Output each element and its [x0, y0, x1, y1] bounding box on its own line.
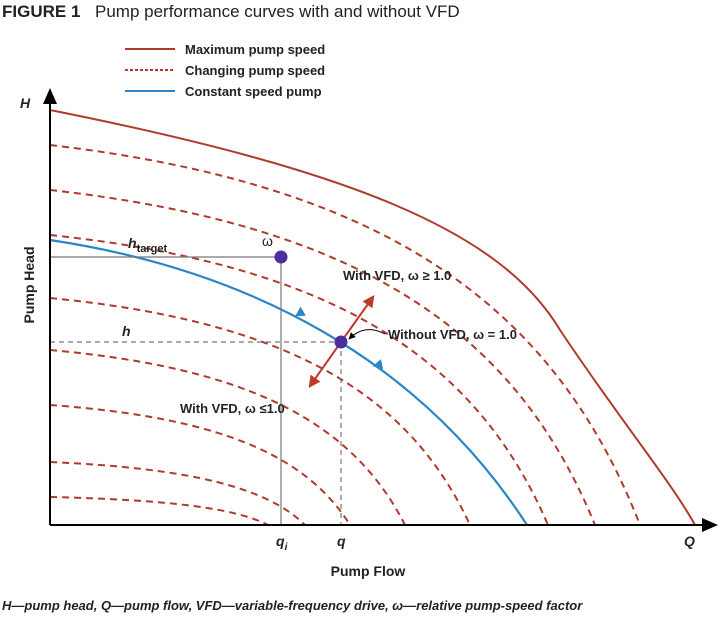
axis-arrow: [702, 518, 718, 532]
speed-curve: [49, 144, 641, 526]
annotation: With VFD, ω ≥ 1.0: [343, 268, 451, 283]
speed-curve: [49, 349, 406, 526]
label-main: h: [128, 235, 137, 251]
speed-curve: [49, 189, 596, 526]
q-label: q: [337, 533, 346, 549]
point: [274, 250, 288, 264]
axis-symbol: Q: [684, 533, 695, 549]
qi-label: qi: [276, 533, 288, 553]
h-label: h: [122, 323, 131, 339]
label-sub: target: [137, 243, 168, 255]
figure-number: FIGURE 1: [2, 2, 80, 21]
axis-arrow: [43, 88, 57, 104]
curves: [49, 109, 696, 526]
caption: H—pump head, Q—pump flow, VFD—variable-f…: [2, 598, 583, 613]
legend-label: Constant speed pump: [185, 84, 322, 99]
legend-label: Maximum pump speed: [185, 42, 325, 57]
figure-title: Pump performance curves with and without…: [95, 2, 460, 21]
annotation: Without VFD, ω = 1.0: [388, 327, 517, 342]
label-main: q: [276, 533, 285, 549]
speed-curve: [49, 461, 306, 526]
constant-speed-curve: [49, 238, 528, 526]
point: [334, 335, 348, 349]
y-axis-label: Pump Head: [21, 246, 37, 323]
max-speed-curve: [49, 109, 696, 526]
leader-line: [348, 329, 386, 340]
x-axis-label: Pump Flow: [331, 563, 406, 579]
speed-curve: [49, 234, 549, 526]
legend-label: Changing pump speed: [185, 63, 325, 78]
h-target-label: htarget: [128, 235, 167, 255]
speed-arrow: [340, 295, 375, 343]
annotation: With VFD, ω ≤1.0: [180, 401, 285, 416]
flow-arrowhead: [372, 359, 383, 370]
speed-arrow: [308, 341, 342, 388]
label-sub: i: [285, 542, 288, 553]
speed-curve: [49, 404, 351, 526]
omega-label: ω: [262, 233, 273, 249]
speed-curve: [49, 496, 269, 526]
axis-symbol: H: [20, 95, 31, 111]
flow-arrowhead: [295, 306, 306, 317]
speed-curve: [49, 297, 471, 526]
